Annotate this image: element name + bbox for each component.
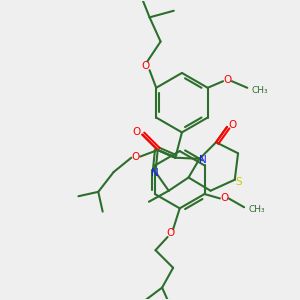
Text: S: S [236,177,242,187]
Text: CH₃: CH₃ [248,205,265,214]
Text: O: O [220,194,228,203]
Text: O: O [167,228,175,238]
Text: O: O [224,75,232,85]
Text: CH₃: CH₃ [252,85,268,94]
Text: N: N [199,155,207,165]
Text: O: O [141,61,149,71]
Text: O: O [133,128,141,137]
Text: O: O [132,152,140,162]
Text: O: O [228,120,237,130]
Text: N: N [151,168,158,178]
